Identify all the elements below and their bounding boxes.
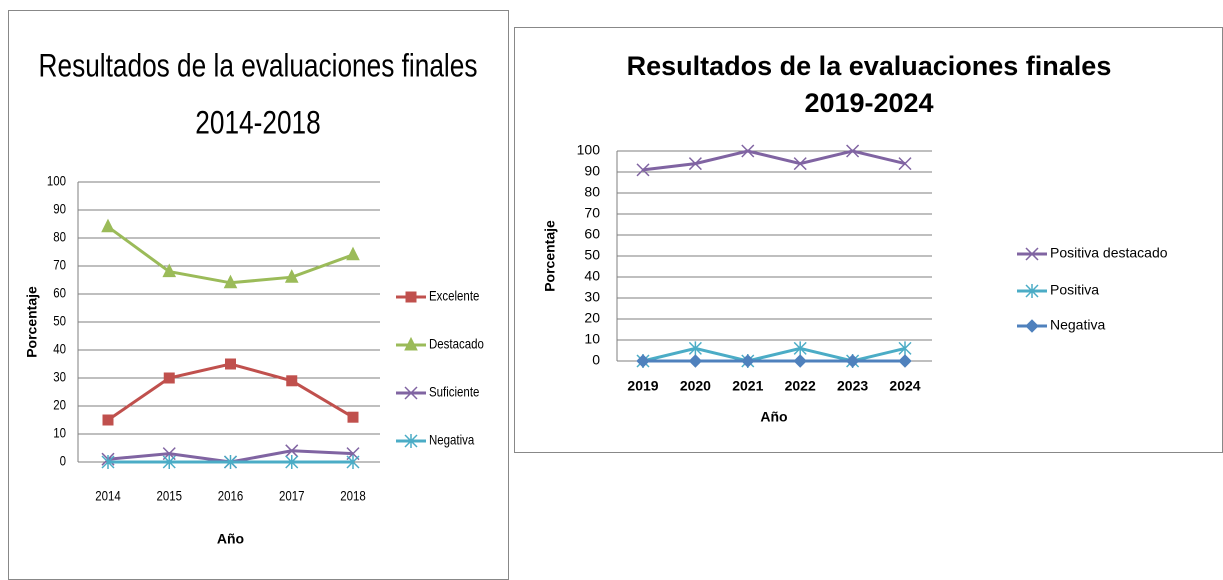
marker [101,455,115,469]
x-axis-title: Año [760,409,787,425]
marker [284,269,299,283]
y-tick-label: 0 [592,352,600,368]
legend-marker [1025,319,1039,333]
y-tick-label: 20 [53,397,66,413]
legend-marker [405,291,417,303]
legend-label: Excelente [429,288,479,304]
marker [688,354,703,368]
marker [286,375,298,387]
chart-title: Resultados de la evaluaciones finales [627,51,1112,81]
legend-label: Positiva [1050,282,1099,298]
x-tick-label: 2022 [785,378,816,394]
marker [793,354,807,368]
y-axis-title: Porcentaje [542,220,558,292]
y-tick-label: 50 [53,313,66,329]
y-tick-label: 50 [584,247,600,263]
x-tick-label: 2024 [889,378,920,394]
legend-label: Negativa [429,432,475,448]
y-tick-label: 40 [584,268,600,284]
y-tick-label: 70 [584,205,600,221]
y-tick-label: 30 [53,369,66,385]
y-tick-label: 100 [47,173,66,189]
y-tick-label: 60 [53,285,66,301]
chart-title: Resultados de la evaluaciones finales [39,49,478,84]
marker [223,455,238,469]
x-tick-label: 2014 [95,488,121,504]
x-axis-title: Año [217,531,244,547]
y-tick-label: 90 [584,163,600,179]
chart-frame [8,10,509,580]
x-tick-label: 2016 [218,488,244,504]
legend-label: Positiva destacado [1050,245,1168,261]
marker [898,354,912,368]
marker [163,372,175,384]
y-tick-label: 30 [584,289,600,305]
marker [225,358,236,370]
marker [898,341,912,356]
marker [741,354,755,368]
chart-title: 2019-2024 [804,88,933,118]
x-tick-label: 2015 [156,488,182,504]
marker [688,341,702,356]
series-line [642,149,906,172]
legend-marker [404,386,418,400]
legend-label: Destacado [429,336,484,352]
y-tick-label: 80 [584,184,600,200]
marker [285,455,299,469]
series-line [642,346,906,363]
x-tick-label: 2019 [627,378,658,394]
legend-marker [404,434,418,448]
marker [845,354,860,368]
marker [102,414,114,426]
y-tick-label: 10 [584,331,600,347]
legend-marker [1025,247,1039,261]
y-tick-label: 70 [53,257,66,273]
marker [793,157,807,171]
marker [793,341,807,356]
chart-frame [514,27,1223,453]
y-tick-label: 80 [53,229,66,245]
legend-marker [404,336,418,351]
x-tick-label: 2023 [837,378,868,394]
y-tick-label: 20 [584,310,600,326]
marker [162,263,177,278]
marker [285,444,299,458]
marker [162,455,176,469]
marker [223,274,238,289]
x-tick-label: 2017 [279,488,305,504]
y-tick-label: 10 [53,425,66,441]
y-tick-label: 100 [577,142,601,158]
chart-title: 2014-2018 [195,106,320,141]
marker [346,246,360,261]
marker [346,455,360,469]
marker [347,411,359,423]
legend-label: Negativa [1050,317,1105,333]
marker [101,218,115,233]
marker [898,157,912,171]
x-tick-label: 2020 [680,378,711,394]
y-tick-label: 60 [584,226,600,242]
marker [688,157,702,171]
marker [741,144,755,158]
y-tick-label: 90 [53,201,66,217]
y-axis-title: Porcentaje [24,286,40,358]
x-tick-label: 2018 [340,488,366,504]
y-tick-label: 40 [53,341,66,357]
legend-marker [1025,284,1039,298]
marker [636,163,650,177]
y-tick-label: 0 [60,453,66,469]
marker [846,144,860,158]
legend-label: Suficiente [429,384,479,400]
x-tick-label: 2021 [732,378,763,394]
marker [636,354,650,368]
